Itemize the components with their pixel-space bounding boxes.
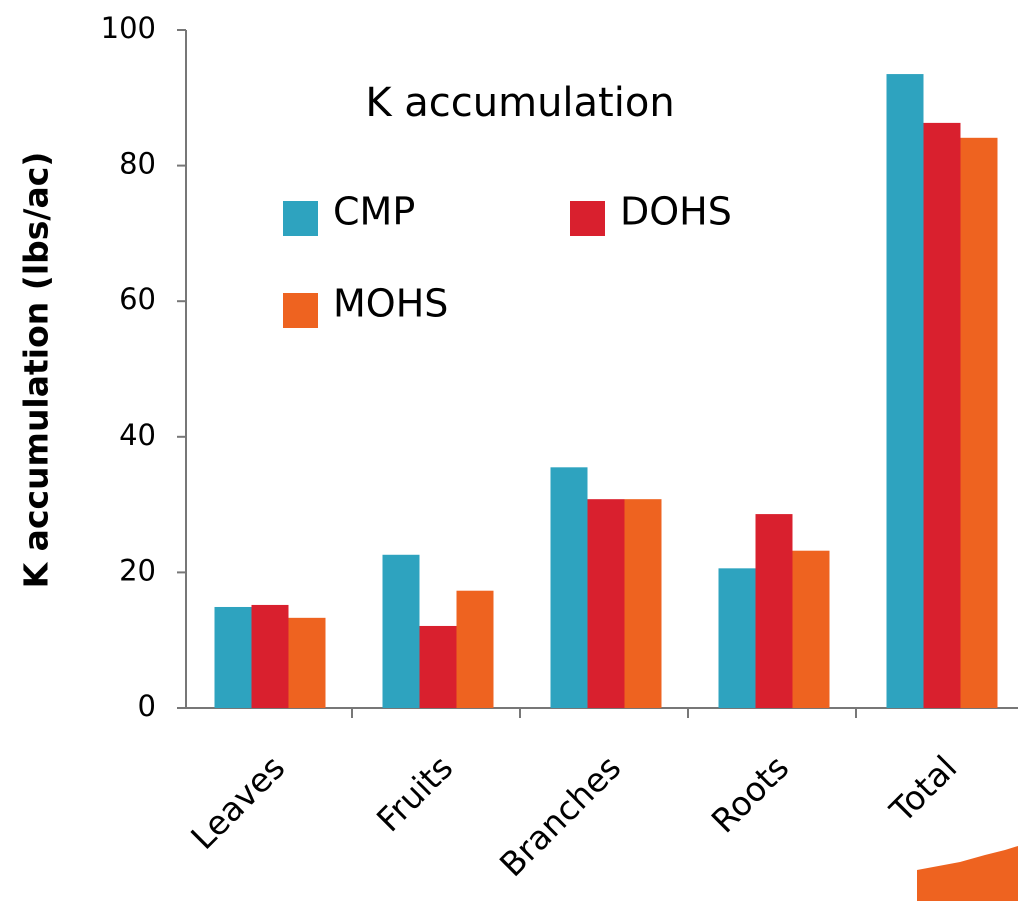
bar [923, 122, 961, 709]
legend-label: MOHS [333, 282, 448, 326]
x-tick-label: Fruits [369, 748, 460, 839]
bar [624, 499, 662, 708]
legend-swatch [283, 201, 318, 236]
y-tick-label: 40 [119, 418, 156, 452]
x-tick-label: Branches [492, 748, 628, 884]
legend-label: CMP [333, 190, 415, 234]
bar [755, 514, 793, 708]
bar [382, 554, 420, 708]
y-tick-label: 100 [101, 11, 156, 45]
y-tick-label: 60 [119, 282, 156, 316]
y-tick-label: 20 [119, 553, 156, 587]
chart-title: K accumulation [365, 80, 674, 126]
x-tick-label: Total [882, 748, 965, 831]
legend-swatch [570, 201, 605, 236]
bar [960, 137, 998, 708]
x-tick-label: Roots [704, 748, 797, 841]
bar [288, 617, 326, 708]
x-tick-label: Leaves [183, 748, 292, 857]
bar [886, 74, 924, 708]
bar [587, 499, 625, 708]
bar [456, 590, 494, 708]
bar [419, 625, 457, 708]
bar [550, 467, 588, 708]
y-tick-label: 0 [138, 689, 156, 723]
bar [792, 550, 830, 708]
logo [917, 846, 1018, 901]
y-tick-label: 80 [119, 147, 156, 181]
legend-label: DOHS [620, 190, 732, 234]
bar [214, 606, 252, 708]
legend-swatch [283, 293, 318, 328]
bar [251, 604, 289, 708]
y-axis-label: K accumulation (lbs/ac) [17, 152, 56, 589]
bar [718, 568, 756, 708]
